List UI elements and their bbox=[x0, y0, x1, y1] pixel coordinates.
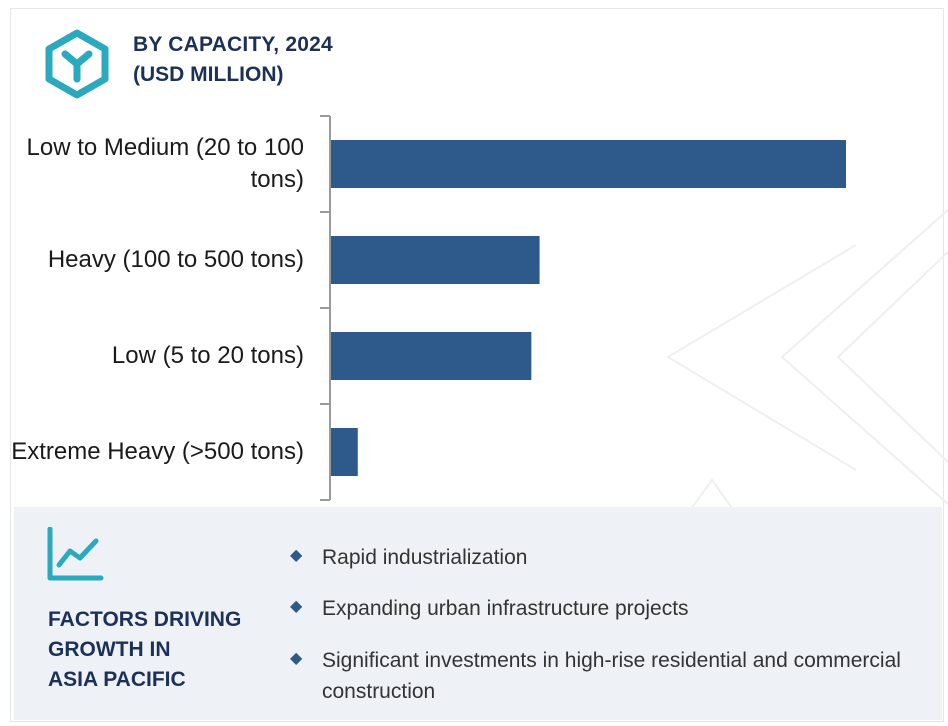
factor-item: ◆ Expanding urban infrastructure project… bbox=[290, 593, 910, 624]
category-label: Low (5 to 20 tons) bbox=[111, 342, 304, 369]
factors-panel bbox=[14, 507, 942, 720]
bar bbox=[331, 236, 540, 284]
factors-heading: FACTORS DRIVING GROWTH IN ASIA PACIFIC bbox=[48, 605, 278, 695]
factors-heading-line: ASIA PACIFIC bbox=[48, 668, 186, 691]
chart-subtitle: (USD MILLION) bbox=[133, 63, 284, 86]
bars bbox=[331, 140, 846, 476]
factor-text: Significant investments in high-rise res… bbox=[322, 649, 901, 703]
category-axis bbox=[320, 115, 331, 501]
bar-chart bbox=[320, 115, 846, 501]
chart-title: BY CAPACITY, 2024 bbox=[133, 33, 333, 56]
factors-heading-line: GROWTH IN bbox=[48, 638, 171, 661]
bar bbox=[331, 332, 532, 380]
factor-text: Rapid industrialization bbox=[322, 546, 528, 569]
bar bbox=[331, 140, 846, 188]
diamond-bullet-icon: ◆ bbox=[290, 547, 303, 564]
category-label: Heavy (100 to 500 tons) bbox=[47, 246, 304, 273]
factor-item: ◆ Rapid industrialization bbox=[290, 542, 910, 573]
category-label: Extreme Heavy (>500 tons) bbox=[11, 438, 304, 465]
factors-heading-line: FACTORS DRIVING bbox=[48, 608, 242, 631]
line-chart-icon bbox=[47, 527, 104, 581]
factor-text: Expanding urban infrastructure projects bbox=[322, 597, 689, 620]
bar bbox=[331, 428, 358, 476]
factor-item: ◆ Significant investments in high-rise r… bbox=[290, 645, 910, 707]
diamond-bullet-icon: ◆ bbox=[290, 598, 303, 615]
diamond-bullet-icon: ◆ bbox=[290, 650, 303, 667]
category-label: Low to Medium (20 to 100 tons) bbox=[26, 134, 305, 193]
cube-icon bbox=[45, 29, 109, 99]
